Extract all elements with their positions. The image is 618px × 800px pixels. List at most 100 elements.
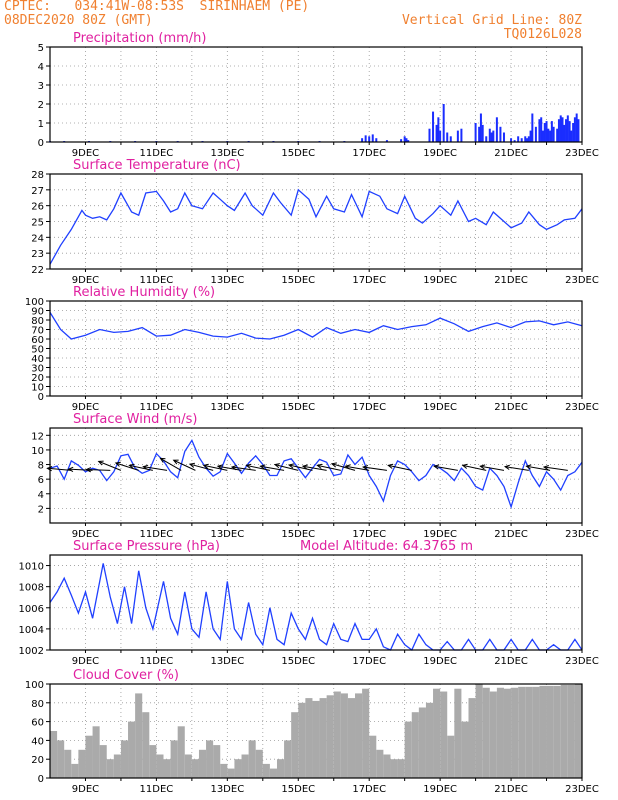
precipitation-bar	[538, 119, 541, 142]
grid-note: Vertical Grid Line: 80Z	[401, 13, 582, 28]
temperature-ytick-label: 26	[31, 202, 44, 213]
cloud-area-segment	[376, 749, 384, 778]
precipitation-bar	[550, 121, 553, 142]
precipitation-bar	[529, 130, 532, 142]
humidity-ytick-label: 50	[31, 345, 44, 356]
pressure-ytick-label: 1002	[19, 646, 44, 657]
cloud-area-segment	[85, 735, 93, 778]
wind-arrow-head	[273, 463, 280, 469]
wind-arrow-head	[128, 463, 135, 469]
cloud-area-segment	[340, 693, 348, 778]
precipitation-bar	[442, 104, 445, 142]
cloud-area-segment	[284, 740, 292, 778]
precipitation-xtick-label: 15DEC	[281, 148, 315, 159]
wind-arrow-head	[259, 464, 266, 470]
wind-arrow	[480, 465, 505, 471]
cloud-ytick-label: 20	[31, 755, 44, 766]
wind-panel: 2 4 6 8 10 12 9DEC 11DEC 13DEC 15DEC 17DEC 19DEC 21D…	[31, 412, 599, 540]
humidity-xtick-label: 9DEC	[72, 402, 99, 413]
precipitation-bar	[552, 126, 555, 142]
wind-arrow-head	[316, 463, 323, 469]
precipitation-bar	[371, 134, 374, 142]
humidity-xtick-label: 15DEC	[281, 402, 315, 413]
cloud-area-segment	[319, 698, 327, 778]
cloud-area-segment	[298, 702, 306, 778]
cloud-area-segment	[532, 686, 540, 778]
cloud-area-segment	[305, 698, 313, 778]
precipitation-bar	[568, 121, 571, 142]
wind-arrow-head	[503, 464, 511, 470]
pressure-title: Surface Pressure (hPa)	[73, 539, 220, 554]
cloud-area-segment	[248, 740, 256, 778]
cloud-area-segment	[57, 740, 65, 778]
precipitation-bar	[490, 132, 493, 142]
cloud-area-segment	[539, 685, 547, 778]
wind-xtick-label: 9DEC	[72, 529, 99, 540]
humidity-title: Relative Humidity (%)	[73, 285, 215, 300]
precipitation-ytick-label: 0	[38, 138, 44, 149]
wind-arrow	[86, 469, 111, 471]
wind-arrow-head	[461, 463, 468, 469]
precipitation-bar	[375, 138, 378, 142]
cloud-xtick-label: 17DEC	[352, 784, 386, 795]
precipitation-bar	[437, 117, 440, 142]
cloud-area-segment	[234, 759, 242, 778]
cloud-area-segment	[269, 768, 277, 778]
humidity-ytick-label: 90	[31, 307, 44, 318]
wind-arrow	[129, 464, 153, 471]
station-header: CPTEC: 034:41W-08:53S SIRINHAEM (PE)	[4, 0, 310, 14]
wind-arrow-head	[67, 466, 74, 472]
pressure-xtick-label: 9DEC	[72, 656, 99, 667]
precipitation-bar	[524, 136, 527, 142]
cloud-area-segment	[369, 735, 377, 778]
pressure-xtick-label: 23DEC	[565, 656, 599, 667]
cloud-area-segment	[518, 686, 526, 778]
cloud-ytick-label: 100	[25, 680, 44, 691]
cloud-area-segment	[262, 763, 270, 778]
cloud-area-segment	[433, 688, 441, 778]
cloud-area-segment	[567, 684, 575, 778]
cloud-area-segment	[191, 759, 199, 778]
cloud-area-segment	[511, 687, 519, 778]
cloud-area-segment	[468, 698, 476, 778]
humidity-series-line	[49, 312, 583, 340]
precipitation-bar	[534, 126, 537, 142]
wind-arrow	[363, 466, 388, 471]
precipitation-bar	[478, 126, 481, 142]
precipitation-bar	[566, 115, 569, 142]
wind-arrow	[288, 464, 313, 471]
wind-arrow-head	[362, 465, 369, 471]
cloud-xtick-label: 15DEC	[281, 784, 315, 795]
pressure-annotation: Model Altitude: 64.3765 m	[300, 539, 473, 554]
cloud-area-segment	[425, 702, 434, 778]
precipitation-bar	[474, 123, 477, 142]
humidity-ytick-label: 10	[31, 383, 44, 394]
cloud-area-segment	[113, 754, 121, 778]
wind-ytick-label: 12	[31, 431, 44, 442]
precipitation-xtick-label: 11DEC	[140, 148, 174, 159]
wind-xtick-label: 17DEC	[352, 529, 386, 540]
precipitation-bar	[407, 140, 410, 142]
cloud-area-segment	[227, 768, 235, 778]
precipitation-xtick-label: 21DEC	[494, 148, 528, 159]
cloud-area-segment	[149, 745, 157, 778]
humidity-ytick-label: 20	[31, 373, 44, 384]
cloud-area-segment	[120, 740, 129, 778]
wind-arrow	[434, 465, 458, 471]
humidity-ytick-label: 60	[31, 335, 44, 346]
cloud-area-segment	[553, 685, 561, 778]
cloud-area-segment	[128, 721, 136, 778]
precipitation-xtick-label: 9DEC	[72, 148, 99, 159]
precipitation-ytick-label: 5	[38, 43, 44, 54]
wind-arrow-head	[245, 463, 252, 469]
temperature-xtick-label: 19DEC	[423, 275, 457, 286]
temperature-xtick-label: 15DEC	[281, 275, 315, 286]
wind-arrow	[462, 464, 487, 471]
precipitation-frame	[49, 46, 583, 143]
cloud-area-segment	[255, 749, 263, 778]
wind-arrow	[345, 465, 370, 471]
temperature-xtick-label: 23DEC	[565, 275, 599, 286]
cloud-ytick-label: 0	[38, 774, 44, 785]
pressure-ytick-label: 1006	[19, 604, 44, 615]
